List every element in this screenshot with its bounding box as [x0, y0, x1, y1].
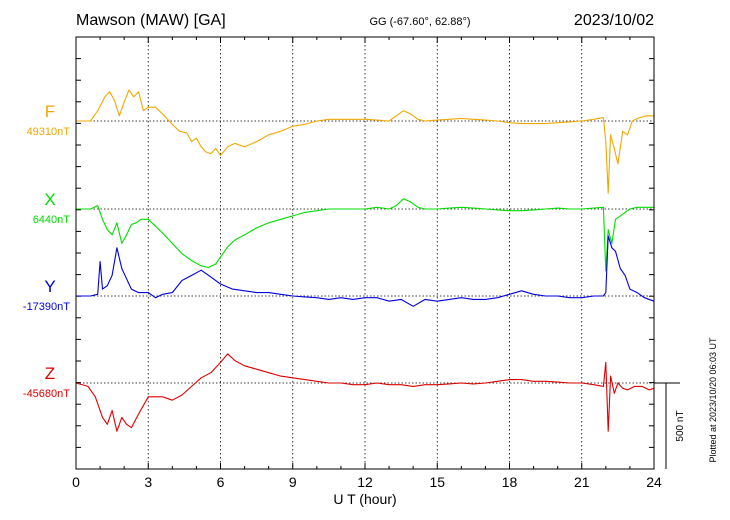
geo-coordinates: GG (-67.60°, 62.88°)	[369, 16, 470, 28]
station-title: Mawson (MAW) [GA]	[76, 12, 226, 29]
series-line-f	[76, 89, 654, 194]
date-label: 2023/10/02	[574, 12, 654, 29]
x-tick-label: 15	[429, 474, 445, 490]
series-baseline-y: -17390nT	[23, 301, 70, 313]
series-line-z	[75, 353, 655, 432]
plot-grid	[76, 37, 654, 469]
series-baseline-z: -45680nT	[23, 388, 70, 400]
x-tick-label: 0	[72, 474, 80, 490]
x-tick-label: 12	[357, 474, 373, 490]
series-line-y	[76, 235, 655, 307]
series-baselines	[76, 120, 654, 384]
x-tick-label: 9	[289, 474, 297, 490]
series-baseline-f: 49310nT	[27, 126, 71, 138]
series-name-f: F	[45, 102, 55, 121]
x-tick-label: 24	[646, 474, 662, 490]
x-tick-label: 6	[217, 474, 225, 490]
series-name-y: Y	[44, 277, 55, 296]
x-axis-label: U T (hour)	[333, 491, 396, 507]
x-tick-label: 3	[144, 474, 152, 490]
series-name-x: X	[44, 190, 55, 209]
series-line-x	[76, 198, 654, 272]
x-tick-label: 21	[574, 474, 590, 490]
scale-bar-label: 500 nT	[675, 410, 686, 441]
series-name-z: Z	[45, 364, 55, 383]
series-baseline-x: 6440nT	[33, 214, 71, 226]
scale-bar: 500 nT	[654, 382, 686, 469]
x-tick-label: 18	[502, 474, 518, 490]
plotted-timestamp: Plotted at 2023/10/20 06:03 UT	[708, 337, 718, 463]
x-axis-ticks: 0 3 6 9 12 15 18 21 24	[72, 37, 662, 490]
series-labels: F 49310nT X 6440nT Y -17390nT Z -45680nT	[23, 102, 70, 400]
series-lines	[75, 89, 655, 432]
